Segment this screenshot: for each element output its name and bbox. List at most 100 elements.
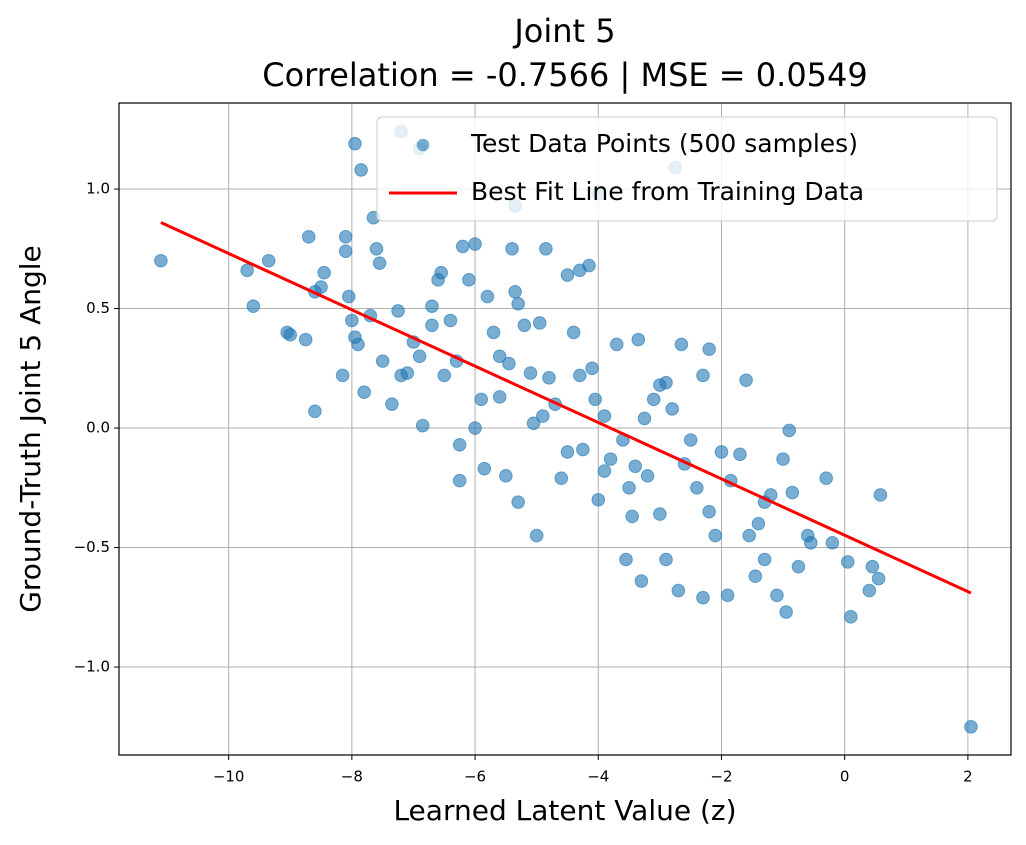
scatter-point <box>532 316 547 330</box>
scatter-point <box>480 289 495 304</box>
scatter-point <box>492 349 507 364</box>
scatter-point <box>369 241 384 256</box>
scatter-point <box>742 528 756 543</box>
scatter-point <box>702 504 716 519</box>
scatter-point <box>468 237 482 251</box>
scatter-point <box>634 574 649 588</box>
scatter-point <box>825 535 840 550</box>
scatter-point <box>511 296 525 311</box>
legend-label: Test Data Points (500 samples) <box>470 129 858 158</box>
scatter-point <box>372 256 387 270</box>
scatter-point <box>751 516 766 531</box>
scatter-point <box>603 452 618 466</box>
scatter-point <box>529 528 544 543</box>
scatter-point <box>536 409 550 423</box>
scatter-point <box>502 356 516 371</box>
scatter-point <box>443 313 458 328</box>
scatter-point <box>298 332 313 347</box>
scatter-point <box>582 258 596 273</box>
scatter-point <box>425 318 439 333</box>
scatter-point <box>391 304 405 318</box>
scatter-point <box>554 471 569 486</box>
scatter-point <box>412 349 427 364</box>
y-tick-label: 1.0 <box>86 180 110 198</box>
scatter-point <box>425 299 439 313</box>
scatter-point <box>585 361 599 376</box>
x-tick-label: −6 <box>464 768 486 786</box>
legend-box <box>376 116 998 222</box>
fit-line <box>160 221 972 595</box>
scatter-point <box>335 368 350 383</box>
scatter-point <box>757 552 772 567</box>
scatter-point <box>283 328 298 342</box>
x-tick-label: −4 <box>587 768 609 786</box>
scatter-point <box>591 492 606 507</box>
scatter-point <box>791 559 806 574</box>
y-tick-label: 0.5 <box>86 299 110 317</box>
scatter-point <box>415 418 430 433</box>
scatter-point <box>474 392 489 407</box>
scatter-point <box>665 402 679 416</box>
scatter-point <box>733 447 747 462</box>
scatter-point <box>782 423 797 438</box>
scatter-point <box>301 230 316 244</box>
scatter-point <box>819 471 833 486</box>
scatter-point <box>505 241 519 256</box>
scatter-point <box>690 480 704 495</box>
scatter-point <box>702 342 716 356</box>
x-tick-label: −10 <box>213 768 245 786</box>
legend-swatch <box>416 138 430 152</box>
scatter-point <box>434 265 448 280</box>
scatter-point <box>785 485 800 500</box>
scatter-point <box>486 325 501 340</box>
scatter-point <box>499 469 513 483</box>
scatter-point <box>964 719 978 734</box>
scatter-point <box>354 163 368 177</box>
scatter-point <box>739 373 753 388</box>
scatter-point <box>351 337 365 352</box>
scatter-point <box>609 337 624 352</box>
scatter-point <box>653 507 667 521</box>
x-axis-label: Learned Latent Value (z) <box>393 794 736 827</box>
scatter-point <box>317 265 331 280</box>
scatter-point <box>659 552 673 567</box>
scatter-point <box>840 555 855 569</box>
scatter-point <box>674 337 689 352</box>
scatter-point <box>338 244 353 258</box>
scatter-point <box>720 588 735 603</box>
scatter-point <box>714 445 729 459</box>
scatter-point <box>240 263 254 278</box>
scatter-point <box>640 469 655 483</box>
scatter-point <box>308 404 322 419</box>
scatter-point <box>508 285 522 299</box>
scatter-point <box>770 588 784 603</box>
scatter-point <box>375 354 390 368</box>
scatter-point <box>400 366 415 380</box>
scatter-point <box>671 583 686 598</box>
scatter-point <box>873 488 888 502</box>
scatter-point <box>341 289 356 304</box>
y-tick-label: 0.0 <box>86 419 110 437</box>
scatter-point <box>154 253 168 268</box>
scatter-point <box>523 366 538 380</box>
scatter-point <box>468 421 482 435</box>
scatter-point <box>539 241 553 256</box>
scatter-point <box>345 313 359 328</box>
scatter-point <box>803 535 818 550</box>
scatter-point <box>862 583 877 598</box>
scatter-point <box>462 273 476 287</box>
scatter-point <box>437 368 452 383</box>
scatter-point <box>637 411 652 426</box>
scatter-point <box>452 473 467 488</box>
scatter-point <box>385 397 399 411</box>
scatter-point <box>708 528 723 543</box>
scatter-point <box>526 416 541 431</box>
scatter-point <box>452 437 467 452</box>
scatter-point <box>588 392 602 407</box>
scatter-point <box>357 385 371 399</box>
scatter-point <box>314 280 328 294</box>
y-tick-label: −1.0 <box>74 658 110 676</box>
scatter-point <box>560 268 575 282</box>
scatter-point <box>646 392 661 407</box>
